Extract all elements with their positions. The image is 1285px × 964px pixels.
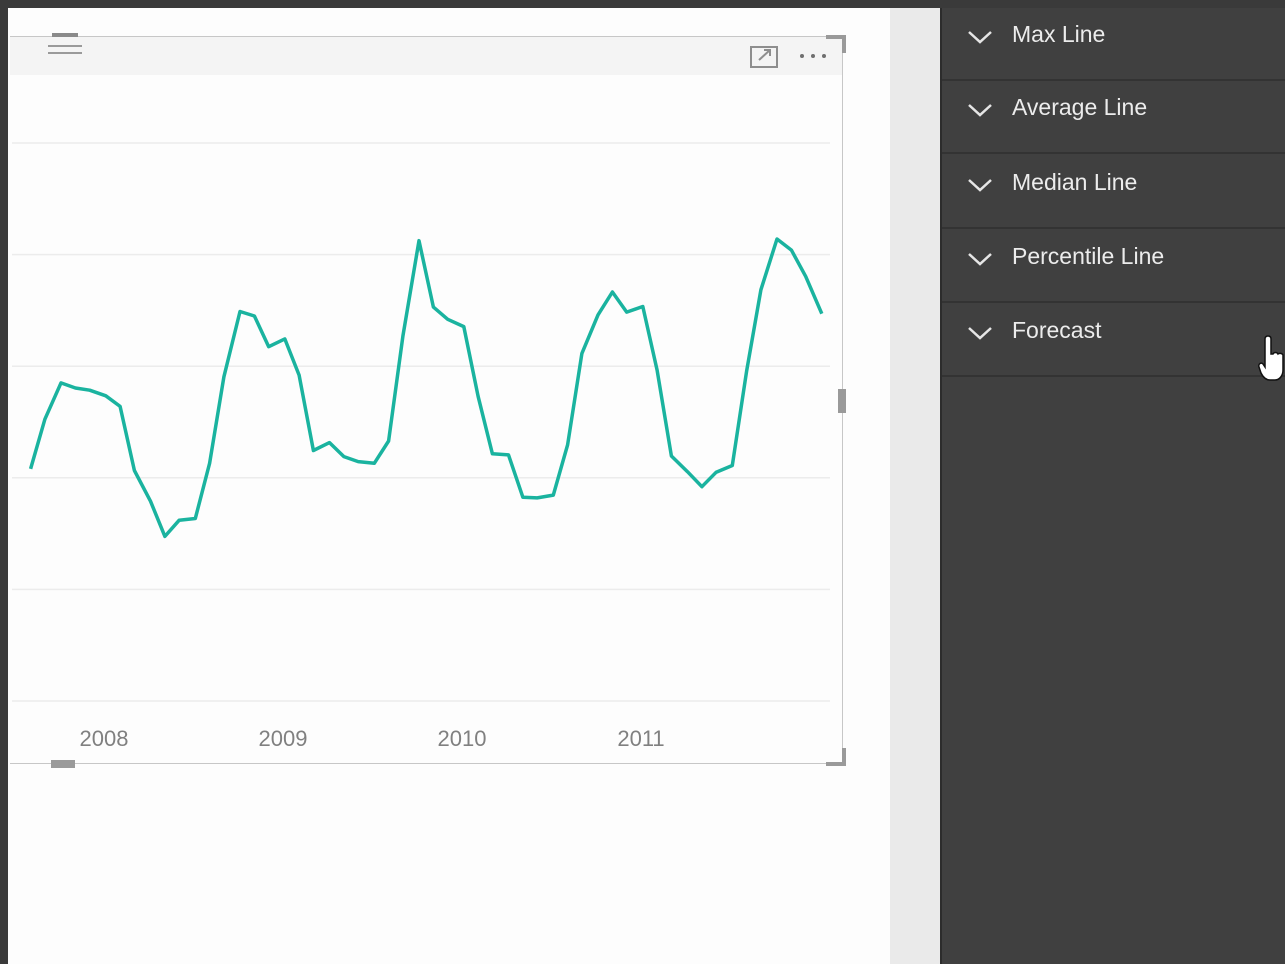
analytics-item-label: Forecast <box>1012 317 1101 344</box>
canvas-gutter <box>890 8 940 964</box>
chevron-down-icon <box>966 101 994 119</box>
analytics-item-max-line[interactable]: Max Line <box>942 8 1285 81</box>
analytics-item-label: Median Line <box>1012 169 1137 196</box>
x-tick-label: 2009 <box>259 726 308 751</box>
analytics-item-label: Average Line <box>1012 94 1147 121</box>
chart-series-layer <box>31 239 822 537</box>
analytics-item-percentile-line[interactable]: Percentile Line <box>942 230 1285 303</box>
analytics-item-median-line[interactable]: Median Line <box>942 156 1285 229</box>
x-axis: 2008 2009 2010 2011 <box>80 726 665 751</box>
chevron-down-icon <box>966 324 994 342</box>
x-tick-label: 2008 <box>80 726 129 751</box>
analytics-item-label: Max Line <box>1012 21 1105 48</box>
analytics-item-label: Percentile Line <box>1012 243 1164 270</box>
x-tick-label: 2011 <box>617 726 664 751</box>
chart-gridlines <box>12 143 830 701</box>
analytics-item-forecast[interactable]: Forecast <box>942 304 1285 377</box>
analytics-item-average-line[interactable]: Average Line <box>942 81 1285 154</box>
chevron-down-icon <box>966 176 994 194</box>
chevron-down-icon <box>966 250 994 268</box>
analytics-pane: Max Line Average Line Median Line Percen… <box>940 8 1285 964</box>
hand-cursor-icon <box>1258 334 1285 384</box>
x-tick-label: 2010 <box>438 726 487 751</box>
line-chart: 2008 2009 2010 2011 <box>0 0 890 964</box>
series-line[interactable] <box>31 239 822 536</box>
chevron-down-icon <box>966 28 994 46</box>
